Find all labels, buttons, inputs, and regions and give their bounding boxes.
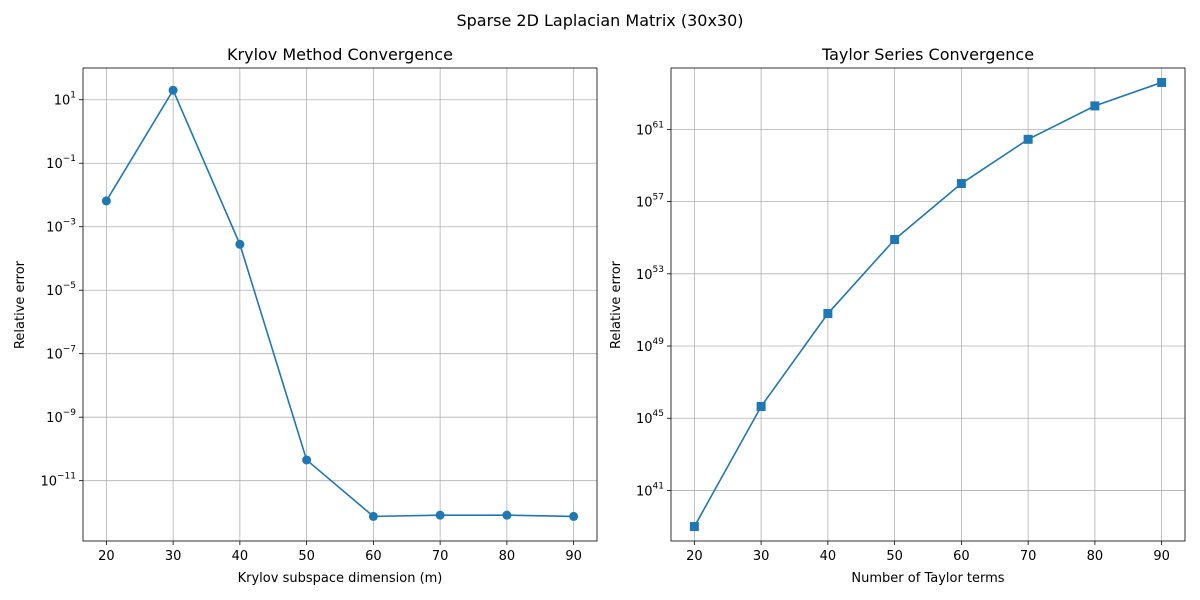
- taylor-x-axis-label: Number of Taylor terms: [851, 571, 1004, 586]
- taylor-data-point: [1090, 101, 1100, 111]
- taylor-x-tick-label: 40: [820, 549, 837, 564]
- krylov-x-tick-label: 50: [298, 549, 315, 564]
- krylov-convergence-plot: Krylov Method Convergence Krylov subspac…: [13, 45, 598, 586]
- taylor-x-tick-label: 60: [953, 549, 970, 564]
- taylor-y-tick-label: 1045: [636, 409, 664, 427]
- krylov-axes-frame: [82, 67, 598, 542]
- krylov-y-tick-label: 10−9: [46, 408, 76, 426]
- taylor-axes-frame: [670, 67, 1186, 542]
- figure-suptitle: Sparse 2D Laplacian Matrix (30x30): [456, 11, 743, 30]
- krylov-x-tick-label: 30: [165, 549, 182, 564]
- krylov-data-point: [569, 511, 579, 521]
- taylor-y-tick-label: 1049: [636, 337, 664, 355]
- krylov-plot-title: Krylov Method Convergence: [227, 45, 453, 64]
- krylov-x-tick-label: 60: [365, 549, 382, 564]
- taylor-data-point: [823, 309, 833, 319]
- krylov-x-tick-label: 40: [232, 549, 249, 564]
- taylor-data-point: [890, 235, 900, 245]
- taylor-y-tick-label: 1041: [636, 481, 664, 499]
- taylor-y-axis-label: Relative error: [609, 260, 624, 349]
- krylov-x-tick-label: 20: [98, 549, 115, 564]
- taylor-data-point: [1023, 134, 1033, 144]
- taylor-x-tick-label: 70: [1020, 549, 1037, 564]
- krylov-y-tick-label: 10−3: [46, 218, 76, 236]
- krylov-x-tick-label: 90: [565, 549, 582, 564]
- taylor-x-tick-label: 20: [686, 549, 703, 564]
- krylov-series-line: [105, 88, 574, 518]
- krylov-data-point: [502, 510, 512, 520]
- taylor-x-tick-label: 80: [1087, 549, 1104, 564]
- krylov-data-point: [435, 510, 445, 520]
- krylov-data-point: [368, 511, 378, 521]
- krylov-y-tick-label: 101: [54, 91, 76, 109]
- krylov-y-tick-label: 10−5: [46, 281, 76, 299]
- krylov-y-axis-label: Relative error: [13, 260, 28, 349]
- taylor-data-point: [689, 522, 699, 532]
- taylor-data-point: [956, 179, 966, 189]
- krylov-data-point: [235, 239, 245, 249]
- krylov-x-tick-label: 70: [432, 549, 449, 564]
- krylov-data-point: [101, 196, 111, 206]
- taylor-plot-title: Taylor Series Convergence: [821, 45, 1034, 64]
- taylor-y-tick-label: 1053: [636, 265, 664, 283]
- krylov-y-tick-label: 10−1: [46, 154, 76, 172]
- krylov-y-tick-label: 10−11: [40, 472, 76, 490]
- krylov-x-axis-label: Krylov subspace dimension (m): [238, 571, 443, 586]
- krylov-data-point: [168, 85, 178, 95]
- taylor-y-tick-label: 1061: [636, 120, 664, 138]
- krylov-data-point: [302, 455, 312, 465]
- taylor-convergence-plot: Taylor Series Convergence Number of Tayl…: [609, 45, 1186, 586]
- taylor-series-line: [693, 81, 1162, 527]
- krylov-y-tick-label: 10−7: [46, 345, 76, 363]
- taylor-y-tick-label: 1057: [636, 193, 664, 211]
- taylor-data-point: [1157, 77, 1167, 87]
- taylor-data-point: [756, 402, 766, 412]
- krylov-x-tick-label: 80: [499, 549, 516, 564]
- taylor-x-tick-label: 30: [753, 549, 770, 564]
- taylor-x-tick-label: 50: [886, 549, 903, 564]
- taylor-x-tick-label: 90: [1153, 549, 1170, 564]
